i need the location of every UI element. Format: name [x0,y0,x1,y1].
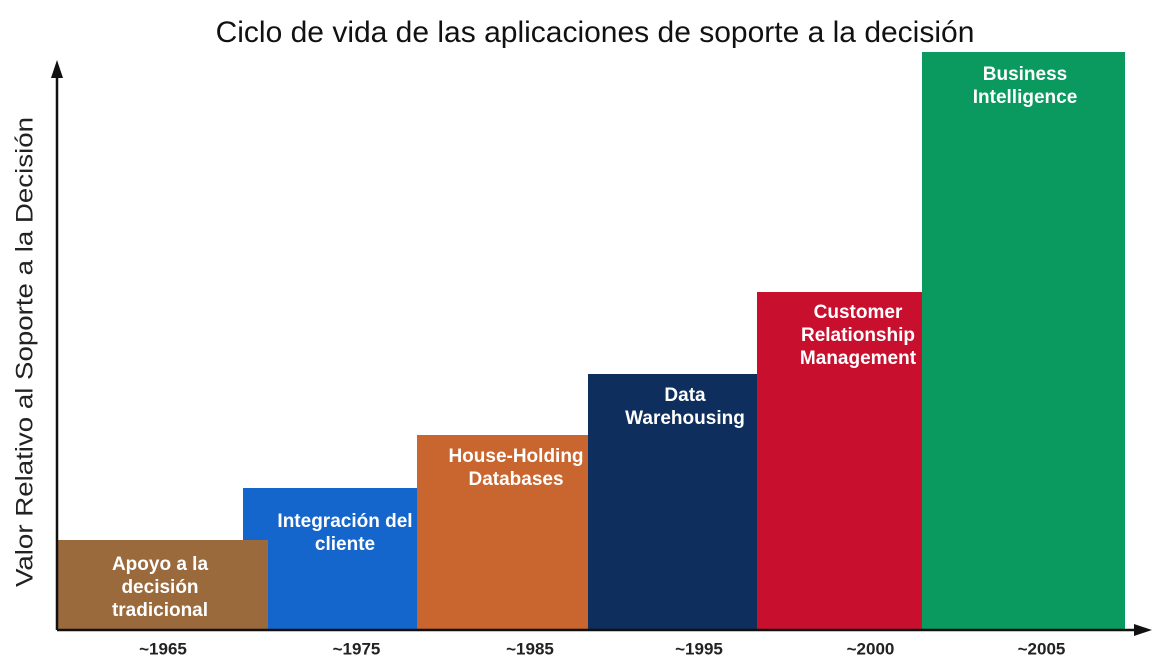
step-block [922,52,1125,630]
step-label: Integración del [277,511,412,532]
period-label: ~1995 [675,639,723,658]
step-block [417,435,615,630]
step-label: Data [664,385,706,406]
step-block [588,374,783,630]
step-label: Apoyo a la [112,554,209,575]
period-label: ~1975 [333,639,381,658]
step-label: Relationship [801,325,915,346]
title: Ciclo de vida de las aplicaciones de sop… [216,16,975,49]
step-label: Customer [814,302,903,323]
step-label: Business [983,64,1067,85]
step-label: Management [800,348,917,369]
period-label: ~1985 [506,639,554,658]
step-label: Warehousing [625,408,745,429]
step-block [243,488,445,630]
y-axis-label: Valor Relativo al Soporte a la Decisión [11,117,38,587]
step-label: Intelligence [973,87,1078,108]
period-label: ~2000 [847,639,895,658]
step-label: House-Holding [448,446,583,467]
x-arrow [1134,624,1152,636]
period-label: ~2005 [1018,639,1066,658]
period-label: ~1965 [139,639,187,658]
step-label: decisión [121,577,198,598]
step-label: Databases [468,469,563,490]
y-arrow [51,60,63,78]
step-label: cliente [315,534,375,555]
step-block [58,540,268,630]
step-label: tradicional [112,600,208,621]
